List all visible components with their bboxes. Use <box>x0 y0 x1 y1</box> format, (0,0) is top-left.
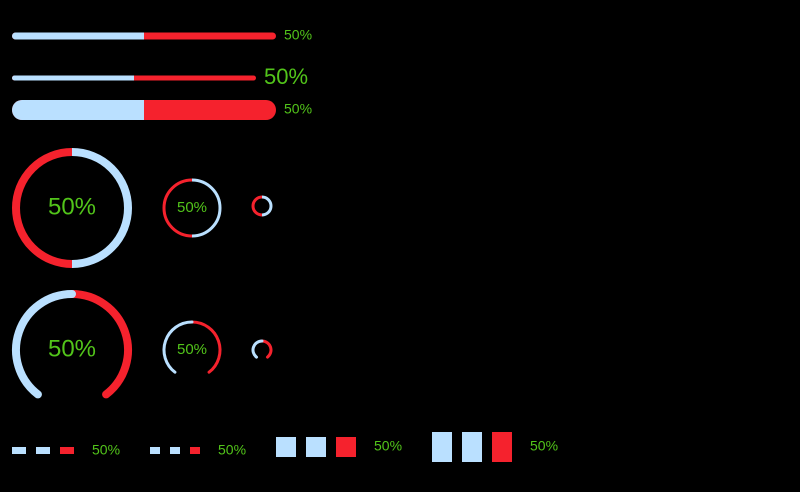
progress-label: 50% <box>177 199 207 216</box>
progress-trail <box>162 178 193 238</box>
progress-fill <box>12 290 76 399</box>
progress-step <box>60 447 74 454</box>
progress-step <box>170 447 180 454</box>
progress-step <box>12 447 26 454</box>
progress-label: 50% <box>92 442 120 458</box>
progress-fill <box>15 32 144 40</box>
progress-fill <box>162 320 194 374</box>
progress-label: 50% <box>48 193 96 220</box>
progress-fill <box>191 178 222 238</box>
progress-label: 50% <box>374 438 402 454</box>
progress-trail <box>68 290 132 399</box>
progress-fill <box>71 148 132 268</box>
progress-trail <box>260 339 273 359</box>
progress-step <box>306 437 326 457</box>
progress-label: 50% <box>530 438 558 454</box>
progress-trail <box>251 195 263 217</box>
progress-fill <box>14 75 134 81</box>
progress-step <box>276 437 296 457</box>
progress-step <box>190 447 200 454</box>
progress-label: 50% <box>264 64 308 89</box>
progress-label: 50% <box>177 341 207 358</box>
progress-step <box>336 437 356 457</box>
progress-fill <box>22 100 144 120</box>
progress-trail <box>190 320 222 374</box>
progress-label: 50% <box>48 335 96 362</box>
progress-step <box>492 432 512 462</box>
progress-step <box>150 447 160 454</box>
progress-label: 50% <box>218 442 246 458</box>
progress-step <box>462 432 482 462</box>
progress-fill <box>251 339 264 359</box>
progress-label: 50% <box>284 27 312 43</box>
progress-trail <box>12 148 73 268</box>
progress-step <box>36 447 50 454</box>
progress-fill <box>261 195 273 217</box>
progress-label: 50% <box>284 101 312 117</box>
progress-step <box>432 432 452 462</box>
